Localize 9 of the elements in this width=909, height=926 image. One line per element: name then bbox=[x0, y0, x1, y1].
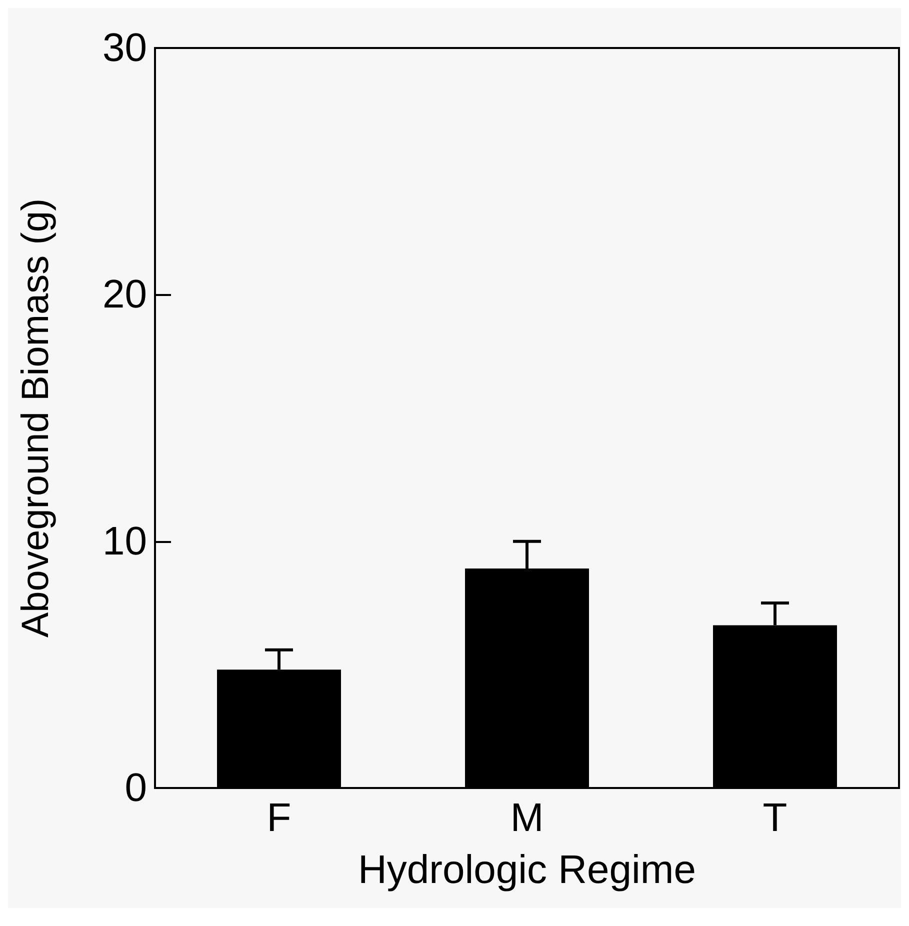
y-tick-label: 0 bbox=[124, 766, 147, 810]
y-tick-label: 20 bbox=[102, 272, 147, 317]
y-tick-label: 30 bbox=[102, 26, 147, 70]
x-tick-label: F bbox=[266, 796, 292, 840]
y-tick-label: 10 bbox=[102, 519, 147, 564]
x-tick-label: M bbox=[510, 796, 544, 840]
x-tick-label: T bbox=[762, 796, 788, 840]
y-axis-title: Aboveground Biomass (g) bbox=[15, 198, 57, 638]
x-axis-title: Hydrologic Regime bbox=[358, 848, 696, 892]
